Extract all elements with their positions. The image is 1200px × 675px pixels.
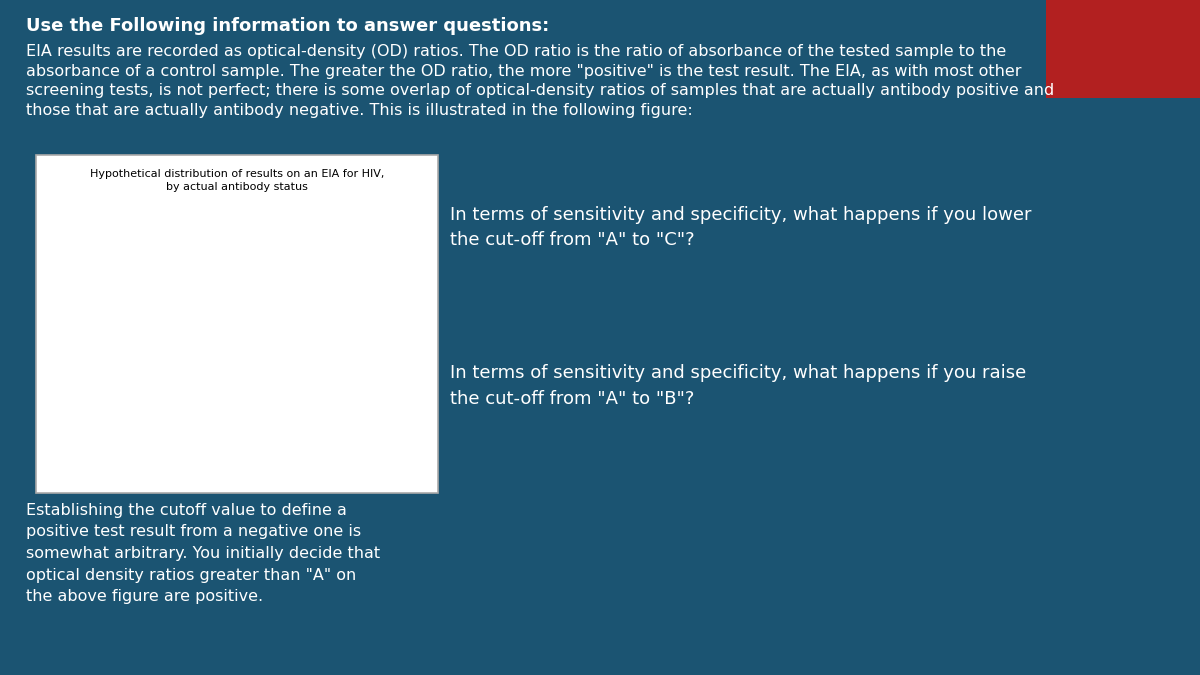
- Text: EIA results are recorded as optical-density (OD) ratios. The OD ratio is the rat: EIA results are recorded as optical-dens…: [26, 44, 1055, 118]
- Text: Establishing the cutoff value to define a
positive test result from a negative o: Establishing the cutoff value to define …: [26, 503, 380, 604]
- Y-axis label: Number of persons: Number of persons: [89, 284, 100, 391]
- Text: In terms of sensitivity and specificity, what happens if you lower
the cut-off f: In terms of sensitivity and specificity,…: [450, 206, 1032, 249]
- Text: Actually
have
antibody: Actually have antibody: [300, 376, 379, 419]
- Text: Hypothetical distribution of results on an EIA for HIV,
by actual antibody statu: Hypothetical distribution of results on …: [90, 169, 384, 192]
- X-axis label: OD Ratio: OD Ratio: [230, 466, 280, 477]
- Text: In terms of sensitivity and specificity, what happens if you raise
the cut-off f: In terms of sensitivity and specificity,…: [450, 364, 1026, 408]
- Text: Actually
without
antibody: Actually without antibody: [126, 284, 182, 317]
- Text: Use the Following information to answer questions:: Use the Following information to answer …: [26, 17, 550, 35]
